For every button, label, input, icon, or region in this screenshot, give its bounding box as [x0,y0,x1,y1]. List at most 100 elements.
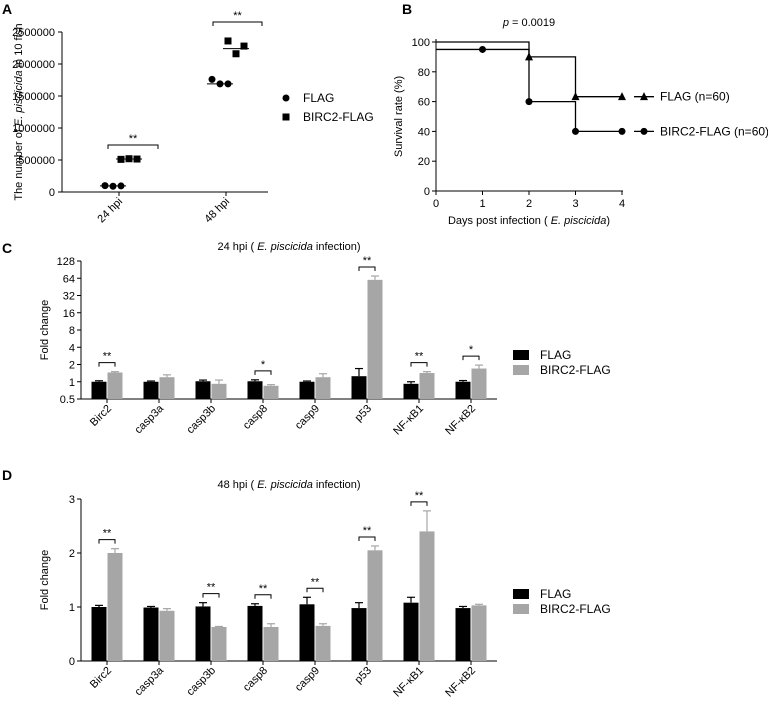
x-tick-label: casp3a [133,664,167,698]
significance-bracket [107,144,159,149]
significance-3: ** [254,583,272,599]
legend-label-flag: FLAG [540,587,571,601]
x-tick-label: NF-κB1 [391,403,426,438]
y-tick-label: 2 [69,548,75,560]
bar-birc2 [419,373,435,399]
x-tick-label: casp8 [241,403,270,432]
survival-line-birc2 [436,48,622,133]
survival-line-flag [436,41,622,98]
x-tick-label: Birc2 [88,403,114,429]
x-tick-label: NF-κB1 [391,665,426,700]
y-tick-label: 8 [69,325,75,337]
panel-b-survival-chart: 0 20 40 60 80 100 0 1 2 3 4 p = 0.0019 Days post inf… [393,17,768,227]
y-tick-label: 1500000 [12,91,55,103]
y-tick-label: 3 [69,494,75,506]
y-tick-label: 128 [57,256,75,268]
significance-label: ** [363,525,372,537]
y-tick-label: 0 [49,187,55,199]
bar-flag [91,607,107,661]
y-tick-label: 500000 [18,155,55,167]
legend-swatch-birc2 [513,604,529,614]
bar-flag [455,381,471,399]
significance-bracket [98,362,116,367]
significance-label: ** [129,133,138,145]
significance-2: ** [202,582,220,598]
bar-birc2 [315,377,331,399]
y-tick-label: 80 [418,67,430,79]
significance-3: * [254,359,272,375]
x-tick-label: 3 [572,198,578,210]
panel-label-c: C [2,240,12,256]
bar-flag [351,608,367,661]
significance-7: * [462,344,480,361]
bar-flag [195,606,211,661]
x-tick-label: 2 [526,198,532,210]
bar-birc2 [419,531,435,661]
x-tick-label: NF-κB2 [443,403,478,438]
significance-label: ** [415,490,424,502]
significance-label: * [469,344,474,356]
bar-flag [351,376,367,399]
data-point [479,45,486,53]
significance-0: ** [98,351,116,367]
bar-flag [403,602,419,661]
y-tick-label: 2000000 [12,59,55,71]
x-tick-label: 1 [479,198,485,210]
panel-title: 24 hpi ( E. piscicida infection) [217,241,360,253]
data-point [572,127,579,135]
y-tick-label: 1 [69,377,75,389]
significance-4: ** [306,576,324,593]
bar-birc2 [263,385,279,399]
x-tick-label: 48 hpi [202,196,232,226]
bar-flag [143,607,159,661]
x-tick-label: 24 hpi [95,196,125,226]
y-tick-label: 32 [63,291,75,303]
significance-6: ** [410,490,428,506]
bar-flag [91,381,107,399]
x-tick-label: p53 [353,665,374,686]
legend-marker [640,92,648,101]
significance-bracket [254,594,272,599]
bar-birc2 [471,605,487,661]
y-axis-label: The number of E. piscicida in 10 fish [13,23,25,200]
significance-label: ** [259,583,268,595]
significance-label: ** [207,582,216,594]
significance-0: ** [98,528,116,544]
significance-bracket [462,355,480,361]
significance-48hpi: ** [212,10,263,26]
bar-flag [299,604,315,661]
significance-5: ** [358,255,376,272]
bar-flag [195,381,211,399]
legend-marker-flag [282,94,290,102]
bar-flag [247,381,263,399]
y-tick-label: 20 [418,156,430,168]
x-tick-label: casp3a [133,402,167,436]
legend-label: BIRC2-FLAG (n=60) [660,124,768,138]
significance-24hpi: ** [107,133,159,149]
bar-flag [247,605,263,661]
bar-birc2 [107,553,123,661]
p-value-title: p = 0.0019 [502,17,555,29]
y-axis-label: Survival rate (%) [393,76,405,157]
y-tick-label: 0 [69,656,75,668]
data-point [525,98,533,106]
legend-label-flag: FLAG [303,91,334,105]
significance-bracket [212,21,263,26]
significance-label: * [261,359,266,371]
bar-birc2 [315,625,331,661]
data-point [618,92,626,101]
bar-birc2 [211,383,227,399]
y-tick-label: 60 [418,97,430,109]
significance-6: ** [410,351,428,367]
bar-birc2 [471,368,487,399]
bar-flag [455,608,471,661]
significance-bracket [410,362,428,367]
data-point [571,92,580,101]
data-point [224,37,232,45]
bar-birc2 [367,550,383,661]
y-tick-label: 0.5 [60,394,75,406]
significance-label: ** [415,351,424,363]
significance-bracket [358,266,376,272]
significance-bracket [306,587,324,593]
data-point [232,50,240,58]
